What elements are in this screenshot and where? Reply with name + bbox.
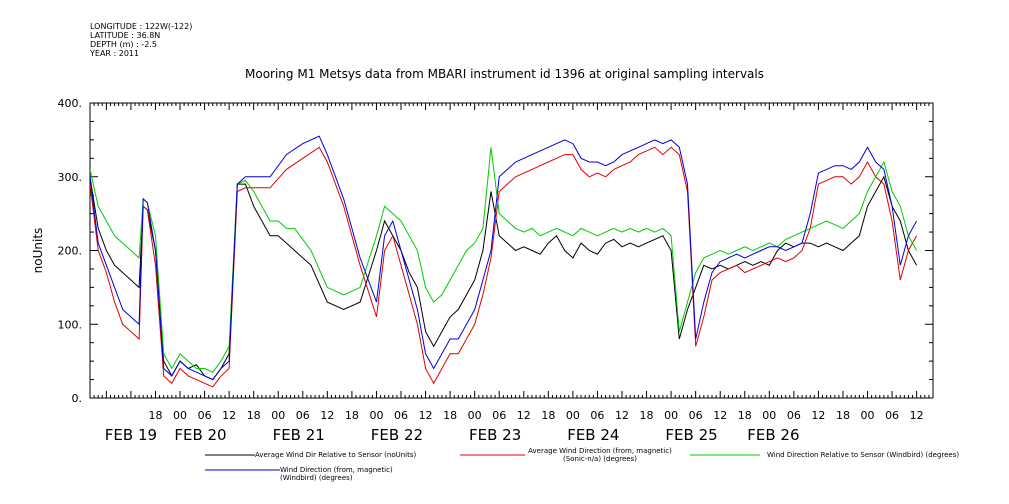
x-tick-label: 06: [590, 409, 604, 422]
y-axis-label: noUnits: [31, 228, 45, 274]
x-date-label: FEB 24: [567, 426, 619, 444]
x-tick-label: 06: [787, 409, 801, 422]
y-tick-label: 200.: [58, 245, 83, 258]
x-tick-label: 18: [738, 409, 752, 422]
x-tick-label: 00: [566, 409, 580, 422]
x-tick-label: 06: [492, 409, 506, 422]
x-tick-label: 12: [222, 409, 236, 422]
x-tick-label: 00: [369, 409, 383, 422]
plot-frame: [89, 102, 934, 399]
x-tick-label: 18: [640, 409, 654, 422]
x-tick-label: 18: [345, 409, 359, 422]
y-tick-label: 400.: [58, 97, 83, 110]
x-tick-label: 06: [689, 409, 703, 422]
metadata-block: LONGITUDE : 122W(-122) LATITUDE : 36.8N …: [90, 22, 192, 58]
x-tick-label: 06: [198, 409, 212, 422]
series-line-4: [90, 135, 918, 381]
x-tick-label: 06: [296, 409, 310, 422]
x-date-label: FEB 25: [665, 426, 717, 444]
x-date-label: FEB 22: [371, 426, 423, 444]
x-tick-label: 00: [271, 409, 285, 422]
x-tick-label: 18: [541, 409, 555, 422]
x-tick-label: 12: [320, 409, 334, 422]
x-tick-label: 00: [173, 409, 187, 422]
series-line-1: [90, 175, 918, 381]
y-tick-label: 300.: [58, 171, 83, 184]
x-tick-label: 18: [836, 409, 850, 422]
x-tick-label: 00: [468, 409, 482, 422]
x-tick-label: 00: [861, 409, 875, 422]
meta-latitude: LATITUDE : 36.8N: [90, 31, 161, 40]
legend-label-4: Wind Direction (from, magnetic) (Windbir…: [280, 466, 393, 482]
x-tick-label: 06: [885, 409, 899, 422]
x-tick-label: 12: [713, 409, 727, 422]
x-date-label: FEB 23: [469, 426, 521, 444]
y-tick-label: 0.: [72, 392, 83, 405]
x-tick-label: 18: [247, 409, 261, 422]
chart-title: Mooring M1 Metsys data from MBARI instru…: [245, 67, 764, 81]
meta-longitude: LONGITUDE : 122W(-122): [90, 22, 193, 31]
x-tick-label: 00: [762, 409, 776, 422]
x-tick-label: 12: [910, 409, 924, 422]
legend-label-1: Average Wind Dir Relative to Sensor (noU…: [255, 451, 417, 459]
series-line-3: [90, 147, 918, 373]
x-date-label: FEB 26: [747, 426, 799, 444]
x-tick-label: 12: [517, 409, 531, 422]
legend-label-2: Average Wind Direction (from, magnetic) …: [528, 447, 672, 463]
x-tick-label: 18: [148, 409, 162, 422]
x-tick-label: 12: [419, 409, 433, 422]
y-tick-label: 100.: [58, 318, 83, 331]
meta-depth: DEPTH (m) : -2.5: [90, 40, 157, 49]
legend-label-3: Wind Direction Relative to Sensor (Windb…: [767, 451, 960, 459]
x-tick-label: 18: [443, 409, 457, 422]
x-date-label: FEB 21: [273, 426, 325, 444]
x-tick-label: 06: [394, 409, 408, 422]
meta-year: YEAR : 2011: [90, 49, 140, 58]
x-date-label: FEB 20: [174, 426, 226, 444]
x-tick-label: 12: [811, 409, 825, 422]
x-date-label: FEB 19: [105, 426, 157, 444]
series-line-2: [90, 146, 918, 388]
x-tick-label: 00: [664, 409, 678, 422]
x-tick-label: 12: [615, 409, 629, 422]
